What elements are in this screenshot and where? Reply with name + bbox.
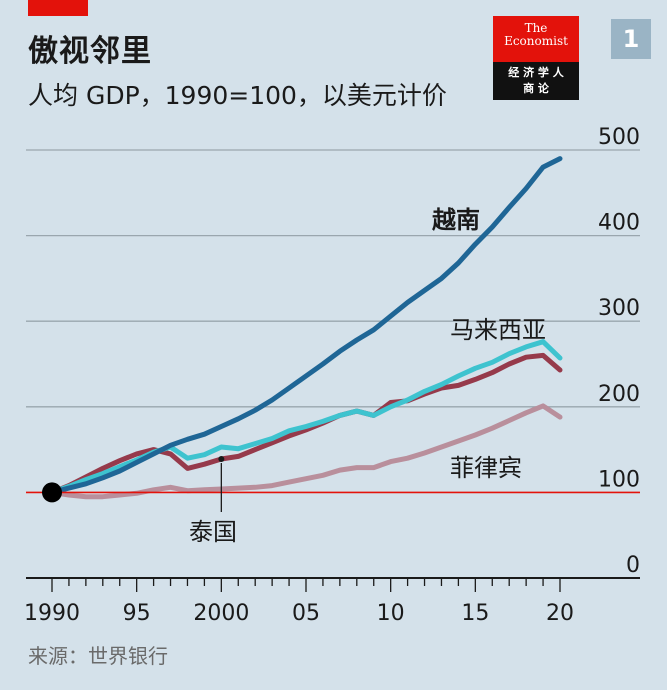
series-label: 泰国 xyxy=(189,518,237,546)
series-line xyxy=(49,352,563,495)
y-tick-label: 400 xyxy=(598,211,640,236)
x-tick-label: 10 xyxy=(377,601,405,626)
series-line xyxy=(49,156,563,495)
logo-chinese: 经 济 学 人 商 论 xyxy=(493,62,579,100)
x-tick-label: 1990 xyxy=(24,601,80,626)
source-note: 来源：世界银行 xyxy=(28,644,168,668)
start-point-marker xyxy=(42,482,62,503)
logo-english: The Economist xyxy=(493,16,579,62)
series-line xyxy=(49,403,563,500)
x-tick-label: 15 xyxy=(461,601,489,626)
chart-title: 傲视邻里 xyxy=(28,34,152,69)
series-label: 菲律宾 xyxy=(450,454,522,482)
economist-logo: The Economist 经 济 学 人 商 论 xyxy=(493,16,579,100)
thailand-leader-dot xyxy=(218,456,225,463)
x-tick-label: 2000 xyxy=(193,601,249,626)
series-label: 越南 xyxy=(432,206,480,234)
y-tick-label: 100 xyxy=(598,467,640,492)
chart-subtitle: 人均 GDP，1990=100，以美元计价 xyxy=(28,81,447,110)
series-label: 马来西亚 xyxy=(450,316,546,344)
y-tick-label: 500 xyxy=(598,125,640,150)
brand-red-tag xyxy=(28,0,88,16)
x-tick-label: 05 xyxy=(292,601,320,626)
x-tick-label: 20 xyxy=(546,601,574,626)
y-tick-label: 200 xyxy=(598,382,640,407)
y-tick-label: 0 xyxy=(626,553,640,578)
y-tick-label: 300 xyxy=(598,296,640,321)
x-tick-label: 95 xyxy=(123,601,151,626)
chart-number-badge: 1 xyxy=(611,19,651,59)
